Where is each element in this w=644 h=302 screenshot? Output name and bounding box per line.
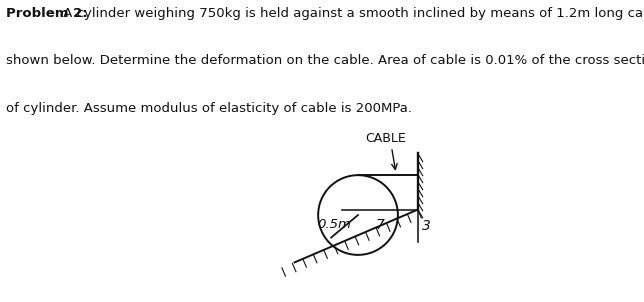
Text: CABLE: CABLE (365, 132, 406, 146)
Text: Problem 2:: Problem 2: (6, 7, 88, 20)
Text: A cylinder weighing 750kg is held against a smooth inclined by means of 1.2m lon: A cylinder weighing 750kg is held agains… (59, 7, 644, 20)
Text: 0.5m: 0.5m (317, 218, 351, 231)
Text: 3: 3 (422, 219, 431, 233)
Text: 7: 7 (375, 218, 384, 232)
Text: of cylinder. Assume modulus of elasticity of cable is 200MPa.: of cylinder. Assume modulus of elasticit… (6, 102, 412, 115)
Text: shown below. Determine the deformation on the cable. Area of cable is 0.01% of t: shown below. Determine the deformation o… (6, 54, 644, 67)
